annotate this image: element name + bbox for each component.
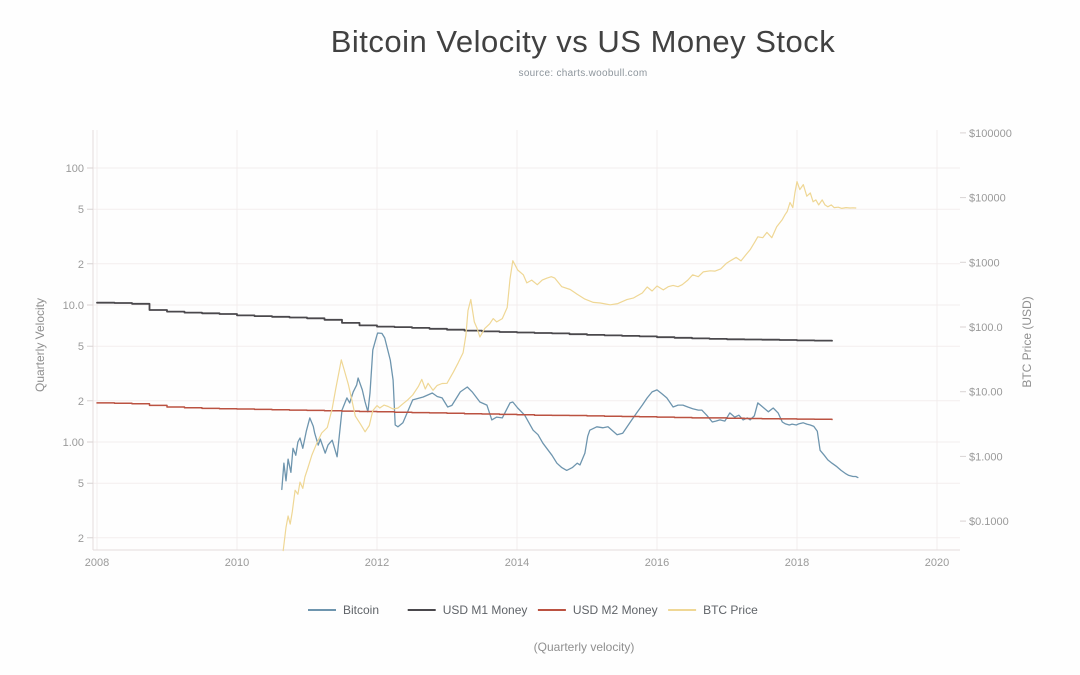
x-tick-label: 2012 xyxy=(365,557,389,569)
legend-item-btc-price[interactable]: BTC Price xyxy=(668,603,758,617)
right-tick-label: $1000 xyxy=(969,257,1000,269)
chart-caption: (Quarterly velocity) xyxy=(534,640,635,654)
left-tick-label: 5 xyxy=(78,204,84,216)
right-tick-label: $100000 xyxy=(969,128,1012,140)
left-axis-title: Quarterly Velocity xyxy=(33,298,47,392)
chart-subtitle: source: charts.woobull.com xyxy=(519,68,648,79)
legend-label: USD M2 Money xyxy=(573,603,658,617)
right-tick-label: $10000 xyxy=(969,193,1006,205)
left-tick-labels: 100 5 2 10.0 5 2 1.00 5 2 xyxy=(63,163,84,545)
legend-label: Bitcoin xyxy=(343,603,379,617)
left-tick-label: 1.00 xyxy=(63,437,84,449)
legend-label: USD M1 Money xyxy=(443,603,528,617)
right-axis-title: BTC Price (USD) xyxy=(1020,296,1034,387)
x-tick-label: 2016 xyxy=(645,557,669,569)
legend: Bitcoin USD M1 Money USD M2 Money BTC Price xyxy=(308,603,758,617)
right-tick-label: $1.000 xyxy=(969,451,1003,463)
left-tick-label: 2 xyxy=(78,396,84,408)
left-tick-label: 5 xyxy=(78,478,84,490)
right-tick-label: $0.1000 xyxy=(969,516,1009,528)
right-tick-label: $10.00 xyxy=(969,387,1003,399)
chart-title: Bitcoin Velocity vs US Money Stock xyxy=(331,24,836,59)
x-tick-label: 2010 xyxy=(225,557,249,569)
series-lines xyxy=(96,181,859,552)
series-line-bitcoin[interactable] xyxy=(281,332,859,491)
series-line-usd-m1-money[interactable] xyxy=(96,301,833,342)
left-tick-label: 10.0 xyxy=(63,300,84,312)
x-tick-label: 2014 xyxy=(505,557,529,569)
legend-item-usd-m2-money[interactable]: USD M2 Money xyxy=(537,603,658,617)
right-tick-labels: $100000 $10000 $1000 $100.0 $10.00 $1.000 $0.1… xyxy=(969,128,1012,528)
left-tick-label: 100 xyxy=(66,163,84,175)
legend-label: BTC Price xyxy=(703,603,758,617)
x-tick-labels: 2008 2010 2012 2014 2016 2018 2020 xyxy=(85,557,949,569)
legend-item-bitcoin[interactable]: Bitcoin xyxy=(308,603,379,617)
legend-item-usd-m1-money[interactable]: USD M1 Money xyxy=(407,603,528,617)
x-tick-label: 2020 xyxy=(925,557,949,569)
series-line-usd-m2-money[interactable] xyxy=(96,402,833,421)
left-tick-label: 2 xyxy=(78,533,84,545)
series-line-btc-price[interactable] xyxy=(282,181,857,552)
axis-tick-marks xyxy=(87,132,966,539)
left-tick-label: 5 xyxy=(78,341,84,353)
axis-spines xyxy=(92,130,960,551)
x-tick-label: 2008 xyxy=(85,557,109,569)
right-tick-label: $100.0 xyxy=(969,322,1003,334)
left-tick-label: 2 xyxy=(78,259,84,271)
x-tick-label: 2018 xyxy=(785,557,809,569)
